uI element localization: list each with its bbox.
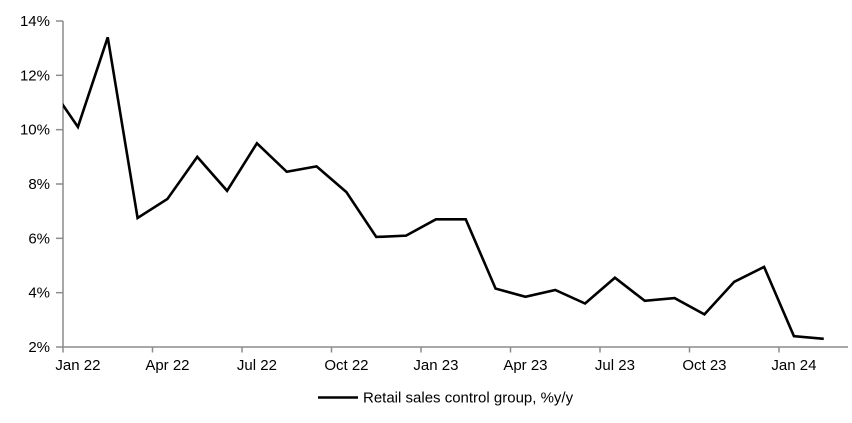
x-axis-tick-label: Apr 22 — [145, 357, 189, 374]
y-axis-tick-label: 4% — [28, 285, 50, 302]
x-axis-tick-label: Apr 23 — [503, 357, 547, 374]
y-axis-tick-label: 14% — [20, 13, 50, 30]
x-axis-tick-label: Jan 22 — [55, 357, 100, 374]
x-axis-tick-label: Jul 22 — [237, 357, 277, 374]
y-axis-tick-label: 12% — [20, 67, 50, 84]
series-line — [63, 36, 824, 341]
y-axis-tick-label: 8% — [28, 176, 50, 193]
x-axis-tick-label: Oct 22 — [324, 357, 368, 374]
y-axis-tick-label: 2% — [28, 339, 50, 356]
x-axis-tick-label: Jul 23 — [595, 357, 635, 374]
x-axis-tick-label: Jan 24 — [771, 357, 816, 374]
axes: 2% 4% 6% 8% 10% 12% 14% Jan 22 Apr 22 Jul 22 Oct 2… — [20, 13, 848, 374]
y-axis-tick-label: 10% — [20, 122, 50, 139]
legend: Retail sales control group, %y/y — [318, 390, 574, 407]
y-axis-tick-label: 6% — [28, 230, 50, 247]
x-axis-tick-label: Jan 23 — [413, 357, 458, 374]
x-axis-tick-label: Oct 23 — [682, 357, 726, 374]
legend-label: Retail sales control group, %y/y — [363, 390, 574, 407]
data-series — [63, 36, 824, 341]
